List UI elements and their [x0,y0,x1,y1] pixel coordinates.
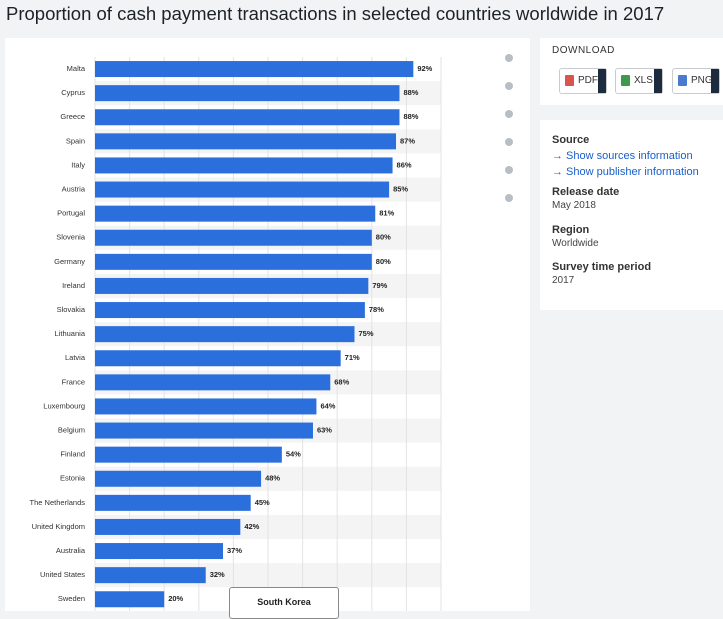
category-label: Australia [56,546,86,555]
category-label: Greece [60,112,85,121]
bar [95,253,372,270]
category-label: Malta [67,64,86,73]
bar [95,422,313,439]
tool-button[interactable] [497,74,521,98]
category-label: Belgium [58,426,85,435]
value-label: 86% [397,160,412,169]
value-label: 42% [244,522,259,531]
value-label: 32% [210,570,225,579]
bar [95,229,372,246]
detail-value: May 2018 [552,200,596,211]
detail-label: Region [552,223,590,236]
value-label: 81% [379,209,394,218]
button-label: XLS [634,75,653,86]
value-label: 78% [369,305,384,314]
bar [95,157,393,174]
bar [95,398,317,415]
bar [95,302,365,319]
bar [95,181,390,198]
category-label: Latvia [65,353,86,362]
png-button[interactable]: PNG [672,68,720,94]
category-label: Austria [62,185,86,194]
category-label: Ireland [62,281,85,290]
category-label: Finland [60,450,85,459]
bar [95,470,262,487]
value-label: 20% [168,594,183,603]
bar [95,374,331,391]
detail-label: Survey time period [552,261,652,273]
bar [95,518,241,535]
category-label: France [62,377,85,386]
tool-button[interactable] [497,186,521,210]
bar [95,326,355,343]
category-label: Estonia [60,474,86,483]
chart: Malta 92% Cyprus 88% Greece 88% Spain 87% Italy 8… [30,57,442,611]
value-label: 88% [403,88,418,97]
tool-button[interactable] [497,46,521,70]
value-label: 87% [400,136,415,145]
bar [95,543,224,560]
value-label: 37% [227,546,242,555]
button-label: PNG [691,75,713,86]
bar [95,85,400,102]
page-title: Proportion of cash payment transactions … [6,3,665,24]
detail-value: 2017 [552,275,575,286]
source-heading: Source [552,134,590,146]
detail-value: Worldwide [552,237,599,249]
detail-label: Release date [552,186,620,198]
category-label: United Kingdom [32,522,85,531]
value-label: 68% [334,377,349,386]
tool-button[interactable] [497,130,521,154]
category-label: Slovenia [56,233,86,242]
download-panel: DOWNLOAD PDF XLS PNG [540,38,723,105]
value-label: 75% [359,329,374,338]
value-label: 48% [265,474,280,483]
category-label: Slovakia [57,305,86,314]
button-label: PDF [578,75,598,86]
category-label: Italy [71,160,85,169]
tooltip-text: South Korea [257,597,311,607]
category-label: Luxembourg [43,401,85,410]
bar [95,494,251,511]
bar [95,277,369,294]
value-label: 80% [376,257,391,266]
source-link[interactable]: → Show sources information [552,150,693,162]
value-label: 79% [372,281,387,290]
category-label: Cyprus [61,88,85,97]
bar [95,133,397,150]
bar [95,567,206,584]
download-heading: DOWNLOAD [552,45,615,56]
category-label: Sweden [58,594,85,603]
category-label: Portugal [57,209,85,218]
value-label: 63% [317,426,332,435]
value-label: 71% [345,353,360,362]
bar [95,446,282,463]
value-label: 64% [320,401,335,410]
bar [95,205,376,222]
tool-button[interactable] [497,158,521,182]
pdf-button[interactable]: PDF [559,68,607,94]
category-label: Germany [54,257,85,266]
category-label: Lithuania [55,329,86,338]
value-label: 45% [255,498,270,507]
value-label: 88% [403,112,418,121]
value-label: 54% [286,450,301,459]
xls-button[interactable]: XLS [615,68,663,94]
category-label: United States [40,570,85,579]
tool-button[interactable] [497,102,521,126]
chart-card: Malta 92% Cyprus 88% Greece 88% Spain 87% Italy 8… [5,38,530,611]
bar [95,109,400,126]
bar [95,61,414,78]
category-label: Spain [66,136,85,145]
value-label: 85% [393,185,408,194]
bar [95,591,165,608]
publisher-link[interactable]: → Show publisher information [552,166,699,178]
category-label: The Netherlands [30,498,86,507]
bar [95,350,341,367]
info-panel: Source → Show sources information → Show… [540,120,723,310]
tooltip: South Korea [229,587,339,619]
value-label: 80% [376,233,391,242]
value-label: 92% [417,64,432,73]
